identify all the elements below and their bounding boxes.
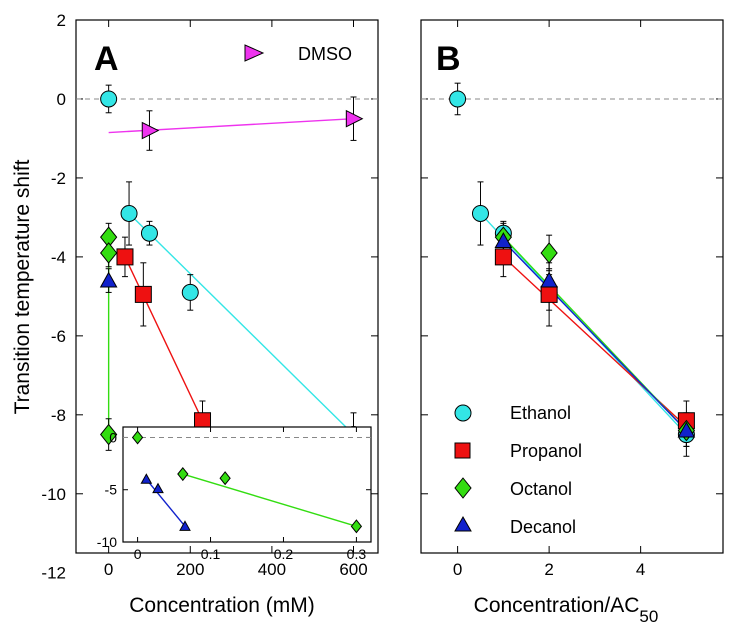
a-x-tick-label: 200 — [176, 560, 204, 579]
legend-propanol-label: Propanol — [510, 441, 582, 461]
a-inset-point-octanol — [219, 471, 231, 486]
inset-plot: 0 0.1 0.2 0.3 0 -5 -10 — [97, 427, 371, 562]
panel-b-plot: 0 2 4 — [421, 19, 723, 579]
a-point-octanol — [100, 242, 118, 264]
a-point-ethanol — [100, 90, 118, 108]
a-point-propanol — [134, 285, 152, 303]
b-point-decanol — [494, 232, 513, 248]
a-inset-point-octanol — [350, 519, 363, 534]
a-inset-x-tick-label: 0.1 — [201, 546, 221, 562]
x-axis-label-a: Concentration (mM) — [129, 594, 315, 617]
panel-b-frame — [420, 19, 724, 554]
x-axis-label-b-sub: 50 — [639, 607, 658, 626]
b-point-propanol — [540, 285, 558, 303]
b-x-tick-label: 2 — [544, 560, 553, 579]
panel-b-letter: B — [436, 40, 461, 78]
a-y-tick-label: -10 — [41, 485, 66, 504]
b-x-tick-label: 4 — [636, 560, 645, 579]
a-inset-x-tick-label: 0.3 — [347, 546, 367, 562]
b-point-decanol — [677, 421, 696, 438]
legend-decanol-marker — [454, 515, 472, 532]
a-inset-x-tick-label: 0 — [134, 546, 142, 562]
a-y-tick-label: -2 — [51, 169, 66, 188]
legend-octanol-marker — [454, 477, 472, 499]
a-y-tick-label: -6 — [51, 327, 66, 346]
y-axis-label: Transition temperature shift — [11, 159, 34, 414]
a-point-propanol — [116, 248, 134, 266]
legend-decanol-label: Decanol — [510, 517, 576, 537]
a-x-tick-label: 400 — [258, 560, 286, 579]
a-point-ethanol — [181, 283, 199, 301]
a-inset-y-tick-label: -10 — [97, 534, 117, 550]
a-y-tick-label: -8 — [51, 406, 66, 425]
x-axis-label-b-main: Concentration/AC — [474, 594, 640, 617]
b-point-decanol — [540, 271, 558, 288]
panel-a-plot: 0 200 400 600 2 0 -2 -4 -6 -8 -10 -12 — [41, 11, 378, 583]
a-y-tick-label: -4 — [51, 248, 66, 267]
a-fit-line-propanol — [124, 256, 204, 422]
legend-octanol-label: Octanol — [510, 479, 572, 499]
legend-dmso-label: DMSO — [298, 44, 352, 64]
a-point-dmso — [141, 121, 160, 140]
legend-propanol-marker — [454, 442, 471, 459]
a-inset-point-octanol — [177, 466, 189, 482]
b-fit-line-decanol — [502, 240, 687, 432]
a-point-dmso — [345, 109, 364, 128]
a-inset-y-tick-label: -5 — [105, 482, 118, 498]
a-y-tick-label: 0 — [57, 90, 66, 109]
legend-panel-b: Ethanol Propanol Octanol Decanol — [454, 403, 582, 537]
x-axis-label-b: Concentration/AC50 — [474, 594, 659, 626]
legend-dmso-marker — [244, 44, 265, 62]
a-point-ethanol — [120, 204, 138, 222]
a-fit-line-ethanol — [128, 212, 355, 436]
a-inset-point-octanol — [131, 430, 144, 445]
b-point-octanol — [540, 242, 558, 264]
b-point-propanol — [494, 248, 512, 266]
panel-a-letter: A — [94, 40, 119, 78]
b-x-tick-label: 0 — [453, 560, 462, 579]
a-x-tick-label: 0 — [104, 560, 113, 579]
a-point-propanol — [194, 412, 212, 430]
b-point-ethanol — [449, 90, 467, 108]
a-inset-point-decanol — [140, 473, 153, 484]
a-inset-y-tick-label: 0 — [109, 429, 117, 445]
a-x-tick-label: 600 — [339, 560, 367, 579]
a-y-tick-label: -12 — [41, 564, 66, 583]
legend-ethanol-marker — [454, 404, 472, 422]
a-inset-point-decanol — [152, 482, 164, 494]
panel-a-frame — [75, 19, 379, 554]
a-inset-fit-line-decanol — [145, 478, 186, 527]
a-point-ethanol — [140, 224, 158, 242]
a-inset-point-decanol — [179, 520, 191, 531]
legend-ethanol-label: Ethanol — [510, 403, 571, 423]
a-point-octanol — [100, 423, 118, 446]
a-inset-fit-line-octanol — [182, 473, 357, 527]
a-inset-x-tick-label: 0.2 — [274, 546, 294, 562]
a-y-tick-label: 2 — [57, 11, 66, 30]
b-point-ethanol — [471, 204, 489, 222]
inset-frame — [122, 426, 372, 543]
a-point-decanol — [99, 271, 118, 288]
